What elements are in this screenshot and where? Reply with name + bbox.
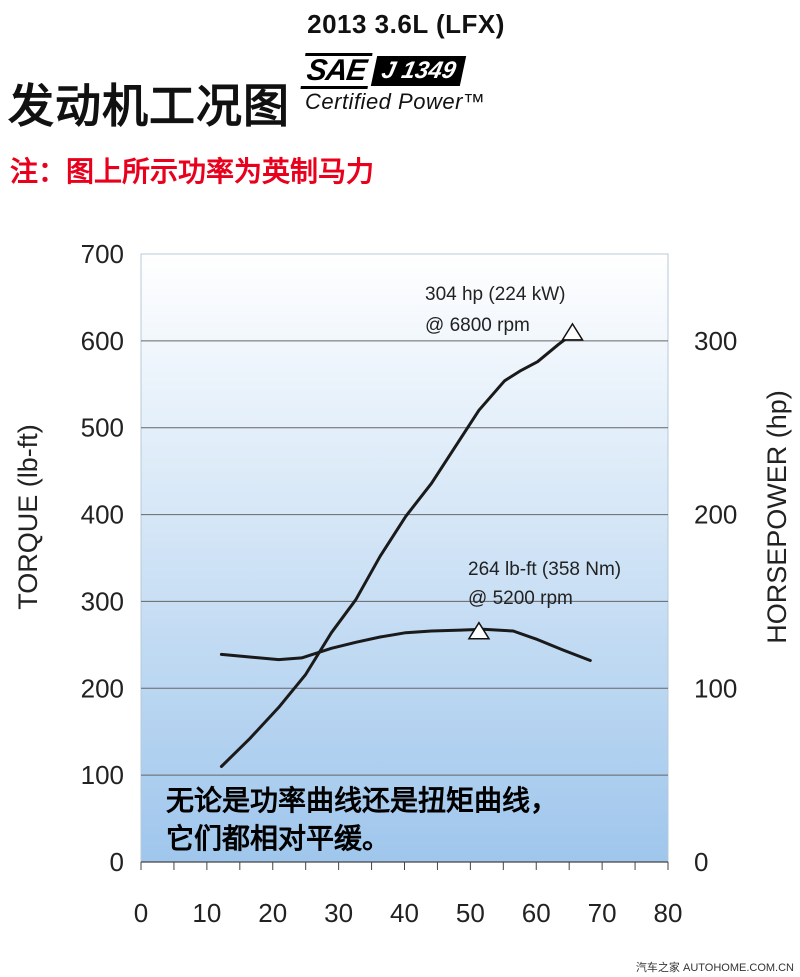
horsepower-curve [219,332,574,768]
y-right-tick-label: 300 [694,326,737,356]
power-unit-note: 注：图上所示功率为英制马力 [10,156,375,187]
x-tick-label: 30 [324,898,353,928]
sae-certified-badge: SAE J 1349 Certified Power™ [300,53,503,116]
y-right-tick-label: 0 [694,847,708,877]
y-left-tick-label: 300 [81,586,124,616]
y-left-tick-label: 600 [81,326,124,356]
torque-peak-label: 264 lb-ft (358 Nm) [468,559,621,580]
x-tick-label: 60 [522,898,551,928]
page-title: 发动机工况图 [8,80,290,132]
y-right-tick-label: 200 [694,500,737,530]
x-tick-label: 40 [390,898,419,928]
x-tick-label: 10 [192,898,221,928]
y-left-tick-label: 400 [81,500,124,530]
torque-peak-marker [467,621,491,640]
x-tick-label: 0 [134,898,148,928]
torque-curve [219,627,592,662]
y-left-tick-label: 200 [81,673,124,703]
watermark: 汽车之家 AUTOHOME.COM.CN [635,962,794,974]
horsepower-peak-rpm: @ 6800 rpm [425,315,530,336]
y-right-axis-label: HORSEPOWER (hp) [762,390,792,644]
x-tick-label: 80 [654,898,683,928]
y-left-tick-label: 500 [81,413,124,443]
horsepower-peak-label: 304 hp (224 kW) [425,284,565,305]
sae-certified-text: Certified Power™ [305,89,486,114]
y-left-tick-label: 0 [110,847,124,877]
horsepower-peak-marker [561,322,584,341]
y-right-tick-label: 100 [694,673,737,703]
callout-line-2: 它们都相对平缓。 [166,822,390,854]
torque-peak-rpm: @ 5200 rpm [468,588,573,609]
y-left-axis-label: TORQUE (lb-ft) [13,424,43,610]
x-tick-label: 20 [258,898,287,928]
chart-subtitle: 2013 3.6L (LFX) [307,9,505,39]
callout-line-1: 无论是功率曲线还是扭矩曲线， [166,784,558,816]
plot-area [140,253,669,863]
y-left-tick-label: 700 [81,239,124,269]
x-tick-label: 70 [588,898,617,928]
y-left-tick-label: 100 [81,760,124,790]
x-tick-label: 50 [456,898,485,928]
